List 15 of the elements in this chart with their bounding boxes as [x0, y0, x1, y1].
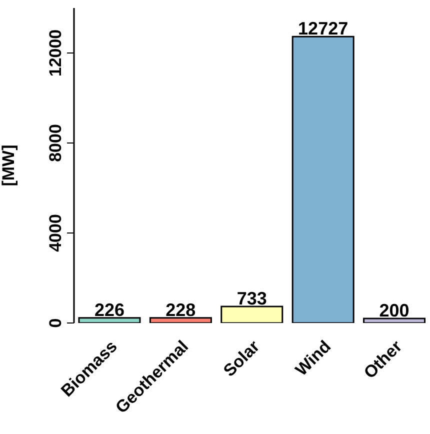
data-label: 226	[94, 300, 125, 320]
bar	[220, 306, 284, 323]
y-tick-label: 12000	[46, 29, 65, 77]
bar	[363, 318, 426, 323]
bar	[292, 36, 354, 323]
y-tick-label: 4000	[46, 214, 65, 252]
data-label: 228	[166, 300, 196, 320]
data-label: 12727	[298, 18, 348, 39]
y-tick-label: 0	[46, 318, 65, 328]
y-tick-label: 8000	[46, 124, 65, 162]
data-label: 200	[379, 300, 410, 320]
bar	[149, 317, 212, 323]
data-label: 733	[236, 288, 267, 309]
y-axis-title: [MW]	[0, 144, 18, 186]
bar	[78, 317, 141, 323]
